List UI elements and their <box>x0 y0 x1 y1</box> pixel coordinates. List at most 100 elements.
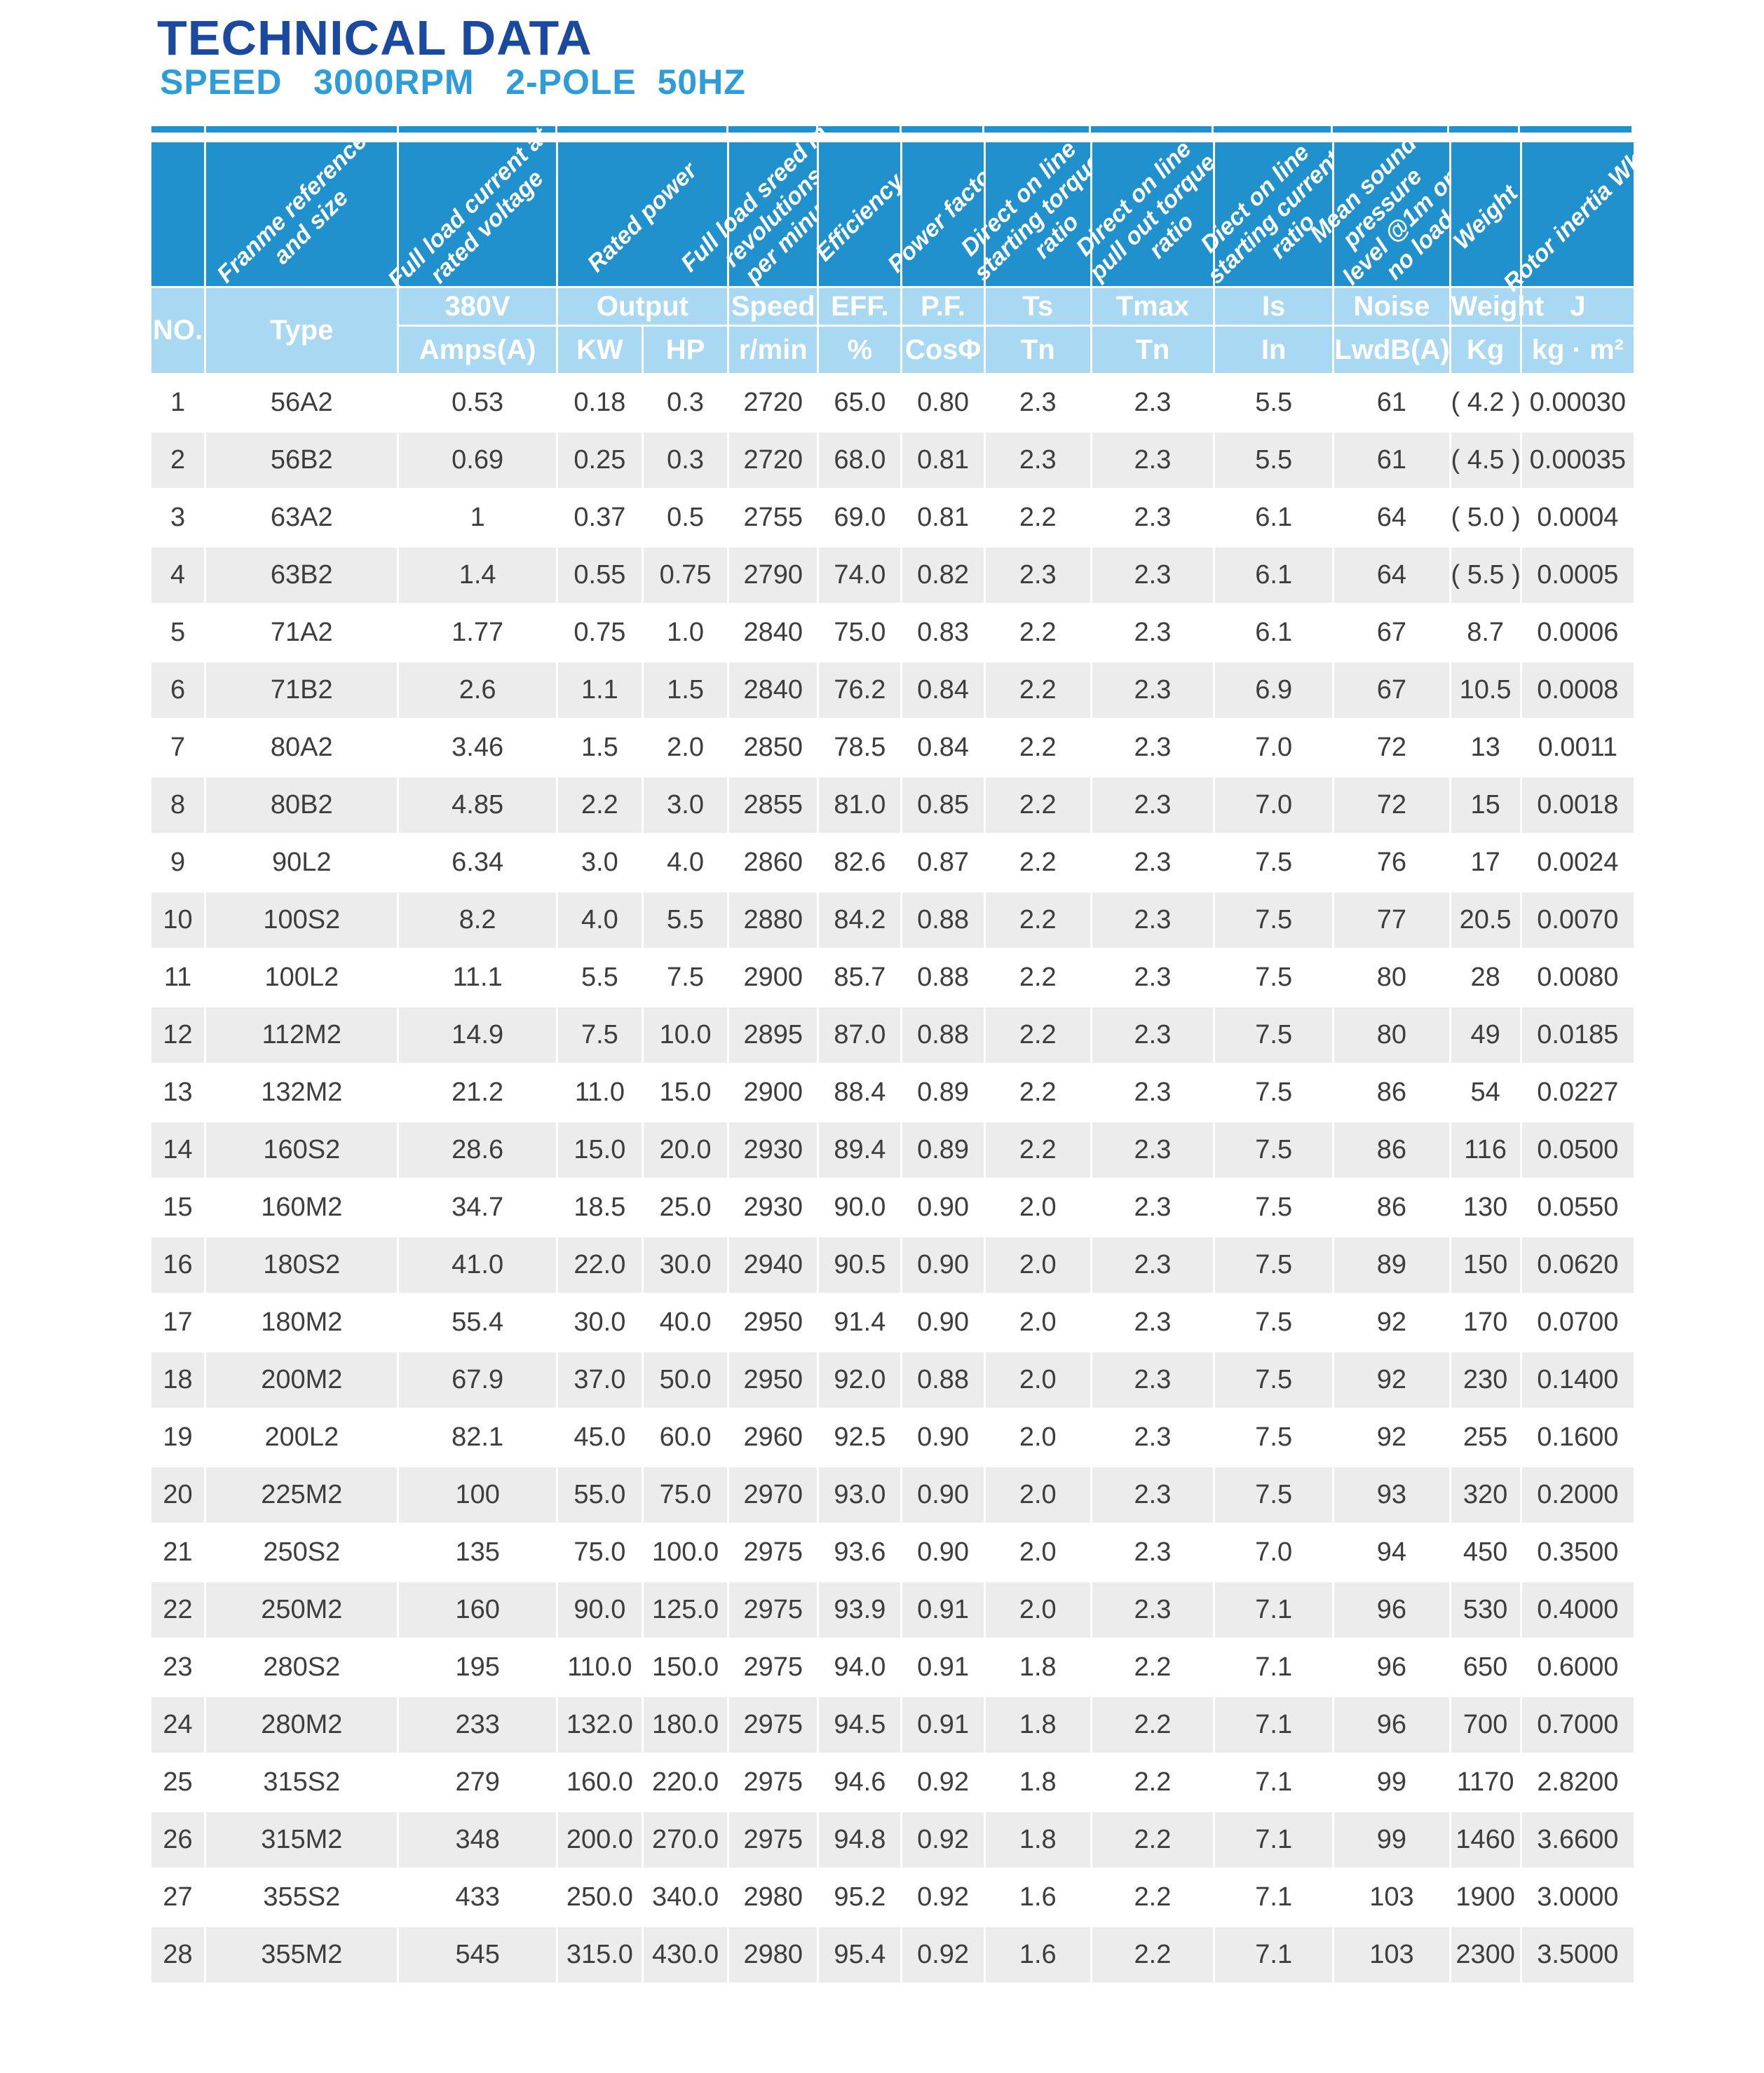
cell-kw: 1.5 <box>557 720 642 775</box>
cell-pf: 0.80 <box>902 375 984 430</box>
cell-eff: 84.2 <box>819 892 901 948</box>
cell-is: 6.9 <box>1215 662 1333 718</box>
cell-j: 0.0024 <box>1521 835 1634 890</box>
cell-tmax: 2.3 <box>1092 433 1214 488</box>
cell-kw: 110.0 <box>557 1640 642 1695</box>
cell-type: 200L2 <box>206 1410 398 1465</box>
cell-j: 2.8200 <box>1521 1755 1634 1810</box>
cell-ts: 2.2 <box>985 605 1090 660</box>
cell-amps: 55.4 <box>399 1295 556 1350</box>
cell-j: 0.0006 <box>1521 605 1634 660</box>
cell-type: 112M2 <box>206 1007 398 1063</box>
cell-j: 0.0227 <box>1521 1065 1634 1120</box>
cell-no: 16 <box>151 1237 205 1293</box>
cell-hp: 5.5 <box>643 892 728 948</box>
accent-segment <box>557 126 726 132</box>
cell-is: 7.5 <box>1215 1467 1333 1523</box>
cell-tmax: 2.3 <box>1092 720 1214 775</box>
cell-j: 0.0080 <box>1521 950 1634 1005</box>
cell-eff: 95.4 <box>819 1927 901 1983</box>
cell-ts: 2.2 <box>985 1065 1090 1120</box>
cell-kw: 250.0 <box>557 1870 642 1925</box>
cell-kw: 30.0 <box>557 1295 642 1350</box>
cell-weight: ( 5.5 ) <box>1451 548 1521 603</box>
cell-rmin: 2790 <box>729 548 817 603</box>
cell-hp: 0.5 <box>643 490 728 545</box>
cell-is: 7.5 <box>1215 1295 1333 1350</box>
cell-pf: 0.84 <box>902 662 984 718</box>
cell-noise: 64 <box>1334 490 1449 545</box>
cell-ts: 2.2 <box>985 662 1090 718</box>
cell-type: 315S2 <box>206 1755 398 1810</box>
cell-weight: ( 4.2 ) <box>1451 375 1521 430</box>
cell-eff: 89.4 <box>819 1122 901 1178</box>
cell-tmax: 2.2 <box>1092 1812 1214 1868</box>
cell-no: 13 <box>151 1065 205 1120</box>
header-tmax: Tmax <box>1092 288 1214 325</box>
cell-no: 22 <box>151 1582 205 1638</box>
cell-ts: 2.3 <box>985 375 1090 430</box>
accent-segment <box>1333 126 1447 132</box>
header-diag-weight-label: Weight <box>1448 179 1523 254</box>
header-diag-rotor-inertia-label: Rotor inertia Wk2 <box>1498 137 1657 297</box>
cell-is: 6.1 <box>1215 548 1333 603</box>
cell-hp: 15.0 <box>643 1065 728 1120</box>
cell-pf: 0.91 <box>902 1582 984 1638</box>
cell-eff: 65.0 <box>819 375 901 430</box>
cell-ts: 1.8 <box>985 1812 1090 1868</box>
cell-is: 7.5 <box>1215 1065 1333 1120</box>
cell-amps: 82.1 <box>399 1410 556 1465</box>
cell-rmin: 2975 <box>729 1755 817 1810</box>
header-kg: Kg <box>1451 327 1520 373</box>
cell-kw: 0.75 <box>557 605 642 660</box>
cell-j: 3.5000 <box>1521 1927 1634 1983</box>
top-accent-bar <box>151 126 1637 132</box>
cell-kw: 315.0 <box>557 1927 642 1983</box>
table-row: 25 315S2 279 160.0 220.0 2975 94.6 0.92 1.8 2.2 7.… <box>151 1755 1634 1810</box>
header-cosphi: CosΦ <box>902 327 984 373</box>
header-hp: HP <box>643 327 728 373</box>
cell-no: 14 <box>151 1122 205 1178</box>
cell-type: 71A2 <box>206 605 398 660</box>
cell-rmin: 2980 <box>729 1927 817 1983</box>
cell-no: 7 <box>151 720 205 775</box>
table-row: 2 56B2 0.69 0.25 0.3 2720 68.0 0.81 2.3 2.3 5.5 61(… <box>151 433 1634 488</box>
cell-is: 7.1 <box>1215 1870 1333 1925</box>
cell-weight: 49 <box>1451 1007 1520 1063</box>
cell-no: 8 <box>151 777 205 833</box>
cell-amps: 4.85 <box>399 777 556 833</box>
cell-noise: 89 <box>1334 1237 1449 1293</box>
cell-is: 7.5 <box>1215 892 1333 948</box>
cell-pf: 0.82 <box>902 548 984 603</box>
header-diag-efficiency: Efficiency <box>810 142 909 286</box>
page-title: TECHNICAL DATA <box>157 11 592 65</box>
cell-eff: 94.5 <box>819 1697 901 1753</box>
cell-weight: 54 <box>1451 1065 1520 1120</box>
cell-j: 0.3500 <box>1521 1525 1634 1580</box>
header-speed: Speed <box>729 288 817 325</box>
accent-segment <box>1520 126 1631 132</box>
cell-eff: 94.0 <box>819 1640 901 1695</box>
cell-hp: 50.0 <box>643 1352 728 1408</box>
cell-weight: 130 <box>1451 1180 1520 1235</box>
cell-no: 10 <box>151 892 205 948</box>
cell-pf: 0.87 <box>902 835 984 890</box>
cell-is: 7.1 <box>1215 1812 1333 1868</box>
cell-amps: 1.77 <box>399 605 556 660</box>
cell-amps: 433 <box>399 1870 556 1925</box>
cell-hp: 150.0 <box>643 1640 728 1695</box>
cell-ts: 2.2 <box>985 835 1090 890</box>
header-diag-mean-sound: Mean sound pressure level @1m on no load <box>1305 130 1465 290</box>
cell-tmax: 2.3 <box>1092 1122 1214 1178</box>
cell-noise: 61 <box>1334 375 1449 430</box>
cell-no: 25 <box>151 1755 205 1810</box>
table-row: 22 250M2 160 90.0 125.0 2975 93.9 0.91 2.0 2.3 7.1… <box>151 1582 1634 1638</box>
accent-segment <box>902 126 982 132</box>
cell-tmax: 2.2 <box>1092 1755 1214 1810</box>
cell-j: 0.0004 <box>1521 490 1634 545</box>
cell-pf: 0.83 <box>902 605 984 660</box>
cell-hp: 75.0 <box>643 1467 728 1523</box>
cell-hp: 20.0 <box>643 1122 728 1178</box>
cell-rmin: 2900 <box>729 950 817 1005</box>
table-row: 23 280S2 195 110.0 150.0 2975 94.0 0.91 1.8 2.2 7.… <box>151 1640 1634 1695</box>
